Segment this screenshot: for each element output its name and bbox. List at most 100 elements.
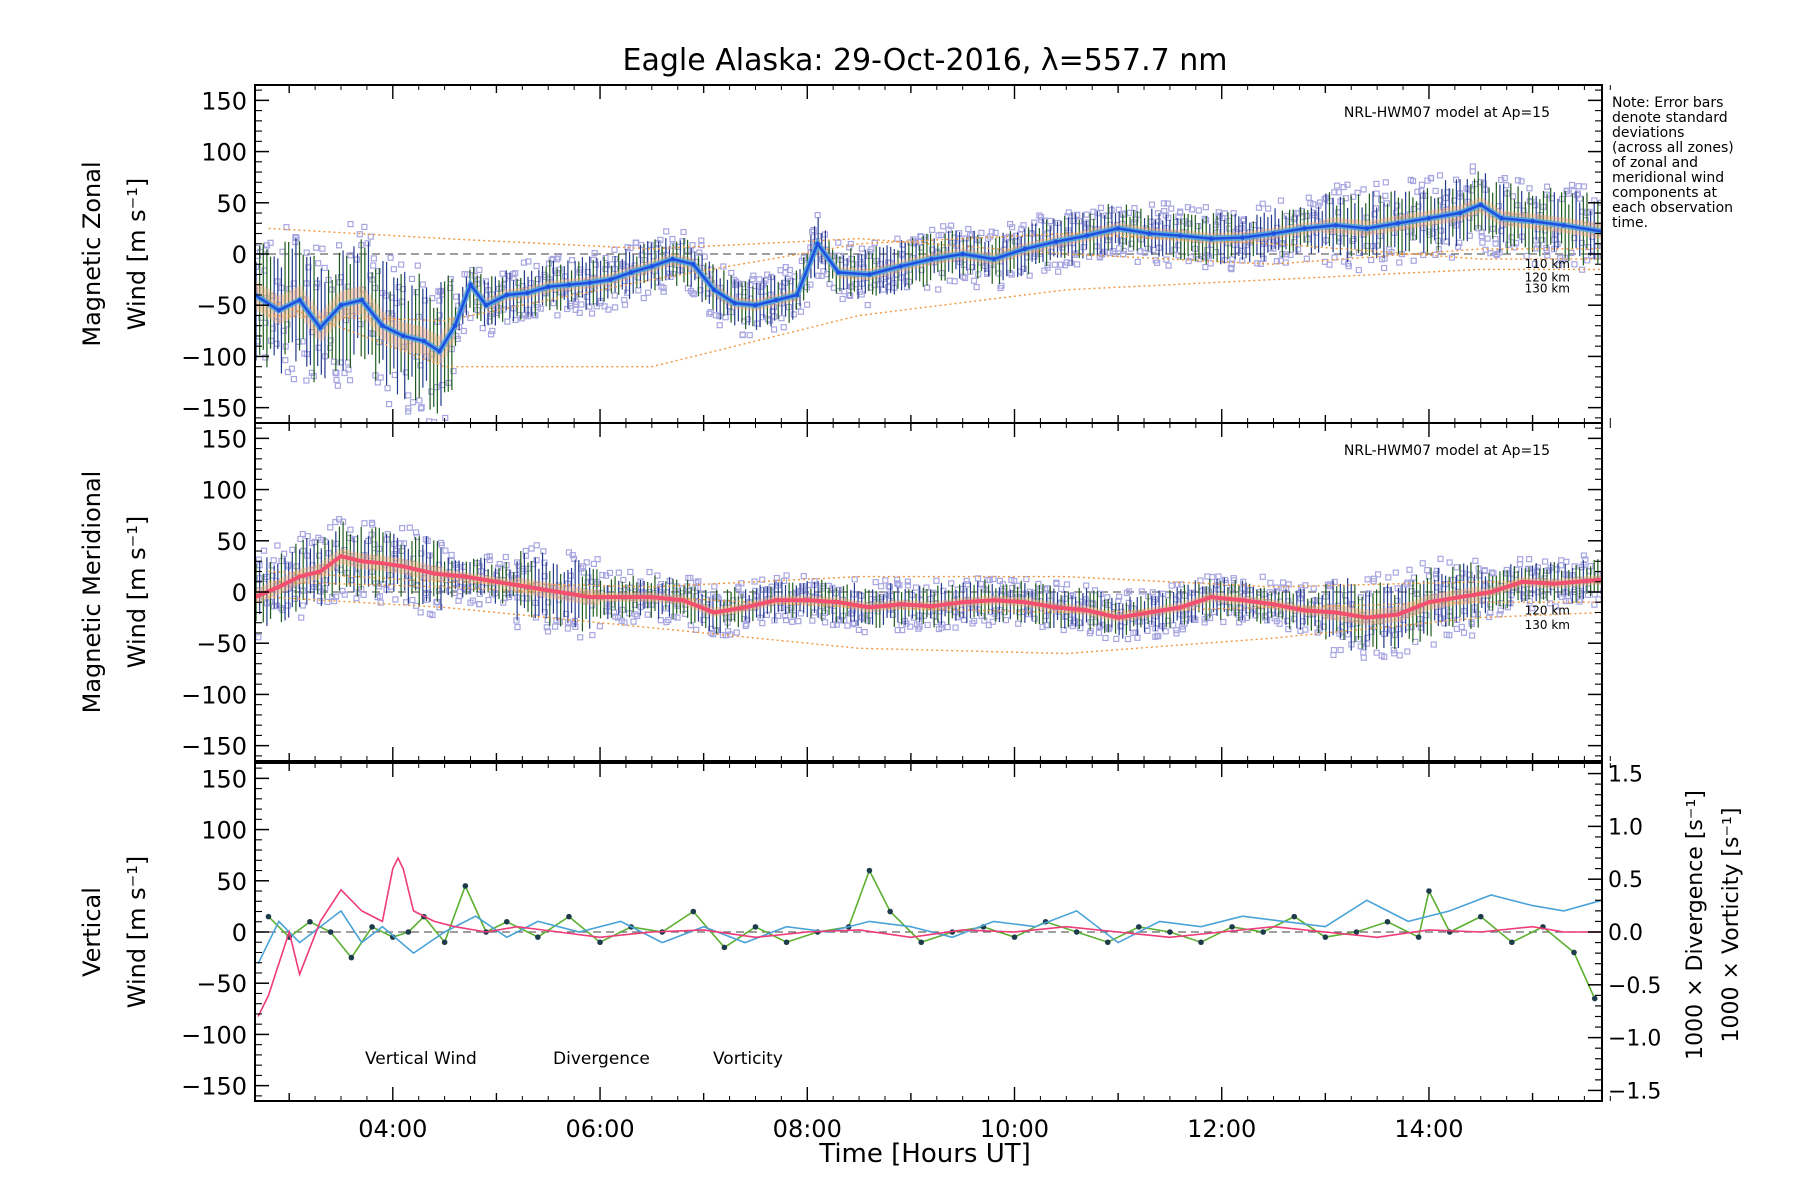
zonal-point xyxy=(836,270,841,275)
y-tick-label: 0 xyxy=(232,241,247,269)
vertical-wind-point xyxy=(327,929,334,935)
zonal-point xyxy=(898,264,903,269)
x-tick-label: 08:00 xyxy=(773,1115,842,1143)
zonal-point xyxy=(1240,235,1245,240)
meridional-point xyxy=(380,561,385,566)
zonal-point xyxy=(1457,210,1463,216)
legend-vertical-wind: Vertical Wind xyxy=(365,1049,477,1069)
meridional-point xyxy=(1022,600,1028,605)
y-tick-label: 100 xyxy=(201,477,247,505)
meridional-point xyxy=(929,604,934,609)
meridional-point xyxy=(400,564,406,569)
meridional-point xyxy=(297,574,302,579)
zonal-error-bars xyxy=(255,171,1602,414)
meridional-point xyxy=(338,553,344,559)
zonal-point xyxy=(1084,233,1090,238)
zonal-point xyxy=(1053,239,1059,244)
zonal-point xyxy=(732,300,737,306)
y-tick-label: −100 xyxy=(181,681,247,709)
vertical-wind-point xyxy=(1011,934,1018,940)
zonal-point xyxy=(1302,226,1307,231)
chart-title: Eagle Alaska: 29-Oct-2016, λ=557.7 nm xyxy=(623,43,1228,78)
y-tick-label: −150 xyxy=(181,1073,247,1101)
y-tick-label: −100 xyxy=(181,343,247,371)
zonal-point xyxy=(711,287,717,293)
note-line: (across all zones) xyxy=(1612,140,1734,156)
zonal-point xyxy=(1530,219,1535,224)
meridional-point xyxy=(1115,615,1121,620)
vertical-wind-point xyxy=(1509,939,1515,946)
zonal-altitude-label: 120 km xyxy=(1525,270,1570,284)
y-tick-label: 0 xyxy=(232,579,247,607)
zonal-point xyxy=(566,282,572,287)
series-vorticity xyxy=(257,856,1602,1017)
zonal-point xyxy=(867,272,872,277)
zonal-altitude-label: 110 km xyxy=(1525,257,1570,271)
zonal-point xyxy=(1209,236,1214,241)
zonal-point xyxy=(359,297,364,303)
zonal-point xyxy=(608,277,613,282)
y-tick-label: −50 xyxy=(196,970,247,998)
vertical-wind-point xyxy=(690,908,697,915)
vertical-wind-point xyxy=(918,939,925,946)
zonal-point xyxy=(1499,215,1504,221)
vertical-wind-point xyxy=(752,924,759,930)
zonal-point xyxy=(587,280,592,285)
meridional-point xyxy=(836,600,841,605)
vertical-wind-point xyxy=(597,939,603,946)
vertical-wind-point xyxy=(887,908,893,915)
note-line: each observation xyxy=(1612,200,1734,216)
note-line: of zonal and xyxy=(1612,155,1698,171)
vertical-wind-point xyxy=(1104,939,1111,946)
zonal-point xyxy=(468,282,473,287)
meridional-model-110-km xyxy=(268,570,1602,588)
zonal-ylabel-1: Magnetic Zonal xyxy=(78,161,106,346)
vertical-wind-point xyxy=(566,913,572,920)
vertical-wind-point xyxy=(535,934,541,940)
meridional-point xyxy=(1395,612,1401,617)
meridional-point xyxy=(773,597,779,603)
meridional-point xyxy=(1520,579,1525,584)
vertical-wind-point xyxy=(1136,924,1142,930)
zonal-scatter-samples xyxy=(255,163,1602,423)
meridional-scatter-samples xyxy=(255,516,1602,661)
vertical-wind-point xyxy=(1591,995,1598,1002)
y2-tick-label: 1.0 xyxy=(1608,815,1643,840)
y2-tick-label: 0.0 xyxy=(1608,921,1643,946)
zonal-point xyxy=(338,303,344,308)
zonal-point xyxy=(991,256,996,262)
meridional-altitude-label: 130 km xyxy=(1525,618,1570,632)
meridional-point xyxy=(1364,615,1369,620)
vorticity-axis-label: 1000 × Vorticity [s⁻¹] xyxy=(1719,808,1744,1043)
meridional-point xyxy=(1209,594,1214,600)
zonal-point xyxy=(1364,226,1369,231)
vertical-wind-point xyxy=(1415,934,1422,940)
zonal-point xyxy=(421,338,427,344)
meridional-point xyxy=(1147,610,1152,615)
meridional-point xyxy=(680,597,686,603)
zonal-point xyxy=(773,297,779,303)
x-tick-label: 06:00 xyxy=(565,1115,634,1143)
vertical-wind-point xyxy=(307,918,313,925)
legend-vorticity: Vorticity xyxy=(713,1049,783,1069)
note-line: Note: Error bars xyxy=(1612,95,1724,111)
zonal-point xyxy=(670,256,675,262)
vertical-wind-point xyxy=(265,913,272,920)
vertical-wind-point xyxy=(721,944,728,951)
vertical-wind-point xyxy=(1477,913,1484,920)
meridional-point xyxy=(1457,594,1463,600)
y-tick-label: 100 xyxy=(201,139,247,167)
meridional-point xyxy=(318,569,323,574)
meridional-point xyxy=(1333,610,1338,615)
series-vertical-wind xyxy=(267,868,1596,999)
vertical-wind-point xyxy=(405,929,412,935)
zonal-point xyxy=(691,262,696,267)
meridional-point xyxy=(1302,608,1307,613)
y-tick-label: −150 xyxy=(181,395,247,423)
y-tick-label: 50 xyxy=(216,868,247,896)
vertical-wind-point xyxy=(503,918,510,925)
vertical-wind-point xyxy=(348,954,355,961)
note-line: components at xyxy=(1612,185,1718,201)
